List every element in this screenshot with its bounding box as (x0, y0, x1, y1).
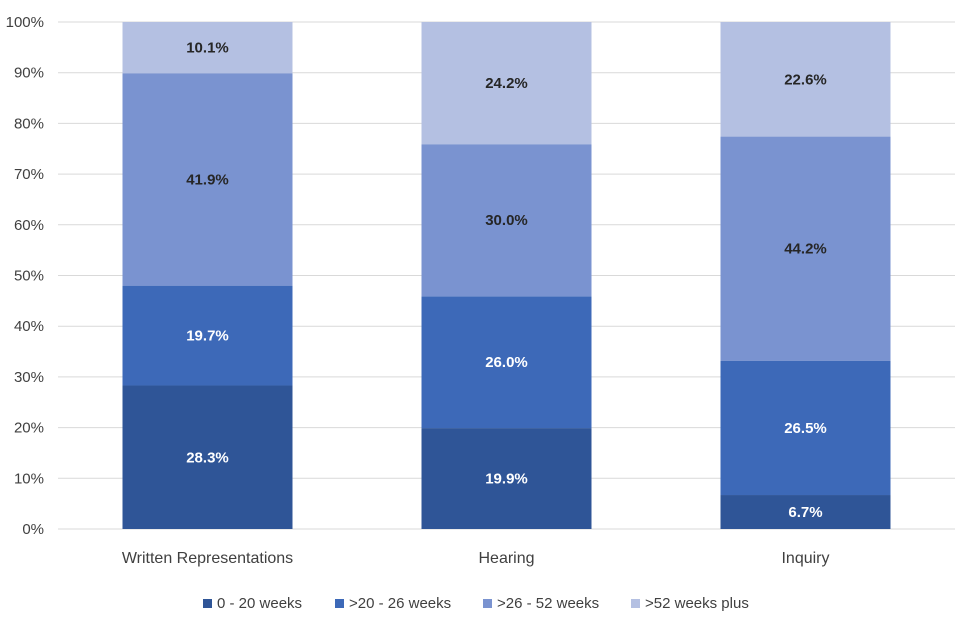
bar-segment (122, 73, 293, 286)
bar-segment (720, 360, 891, 496)
data-label: 19.9% (485, 471, 528, 488)
data-label: 26.5% (784, 420, 827, 437)
legend-swatch (203, 599, 212, 608)
x-axis-categories: Written Representations Hearing Inquiry (122, 550, 830, 567)
y-tick-label: 40% (14, 318, 44, 335)
y-tick-label: 30% (14, 369, 44, 386)
legend-swatch (483, 599, 492, 608)
legend-item: >52 weeks plus (631, 595, 749, 612)
x-category-label: Hearing (478, 550, 534, 567)
bar-segment (720, 495, 891, 529)
legend-label: 0 - 20 weeks (217, 595, 302, 612)
bar-segment (122, 385, 293, 529)
data-label: 30.0% (485, 212, 528, 229)
y-tick-label: 20% (14, 420, 44, 437)
y-axis-ticks: 0% 10% 20% 30% 40% 50% 60% 70% 80% 90% 100% (6, 14, 44, 538)
bar-segment (122, 22, 293, 74)
legend-swatch (335, 599, 344, 608)
y-tick-label: 90% (14, 65, 44, 82)
data-label: 6.7% (788, 504, 822, 521)
bar-segment (421, 144, 592, 297)
data-label: 26.0% (485, 354, 528, 371)
legend-item: >26 - 52 weeks (483, 595, 599, 612)
legend-label: >26 - 52 weeks (497, 595, 599, 612)
y-tick-label: 70% (14, 166, 44, 183)
data-label: 22.6% (784, 71, 827, 88)
bar-segment (720, 136, 891, 361)
legend: 0 - 20 weeks >20 - 26 weeks >26 - 52 weeks… (203, 595, 749, 612)
legend-item: >20 - 26 weeks (335, 595, 451, 612)
data-label: 10.1% (186, 40, 229, 57)
bar-segment (421, 428, 592, 529)
bar-segment (720, 22, 891, 137)
y-tick-label: 60% (14, 217, 44, 234)
legend-item: 0 - 20 weeks (203, 595, 302, 612)
y-tick-label: 0% (22, 521, 44, 538)
y-tick-label: 80% (14, 115, 44, 132)
data-label: 19.7% (186, 328, 229, 345)
y-tick-label: 100% (6, 14, 44, 31)
bar-segment (421, 22, 592, 145)
bars (122, 22, 891, 529)
y-tick-label: 50% (14, 268, 44, 285)
data-label: 28.3% (186, 449, 229, 466)
legend-swatch (631, 599, 640, 608)
bar-segment (421, 296, 592, 429)
data-label: 44.2% (784, 241, 827, 258)
data-labels: 28.3% 19.7% 41.9% 10.1% 19.9% 26.0% 30.0% 24.2%… (186, 40, 827, 521)
bar-segment (122, 285, 293, 386)
data-label: 41.9% (186, 171, 229, 188)
legend-label: >52 weeks plus (645, 595, 749, 612)
x-category-label: Written Representations (122, 550, 293, 567)
legend-label: >20 - 26 weeks (349, 595, 451, 612)
y-tick-label: 10% (14, 470, 44, 487)
x-category-label: Inquiry (781, 550, 829, 567)
data-label: 24.2% (485, 75, 528, 92)
